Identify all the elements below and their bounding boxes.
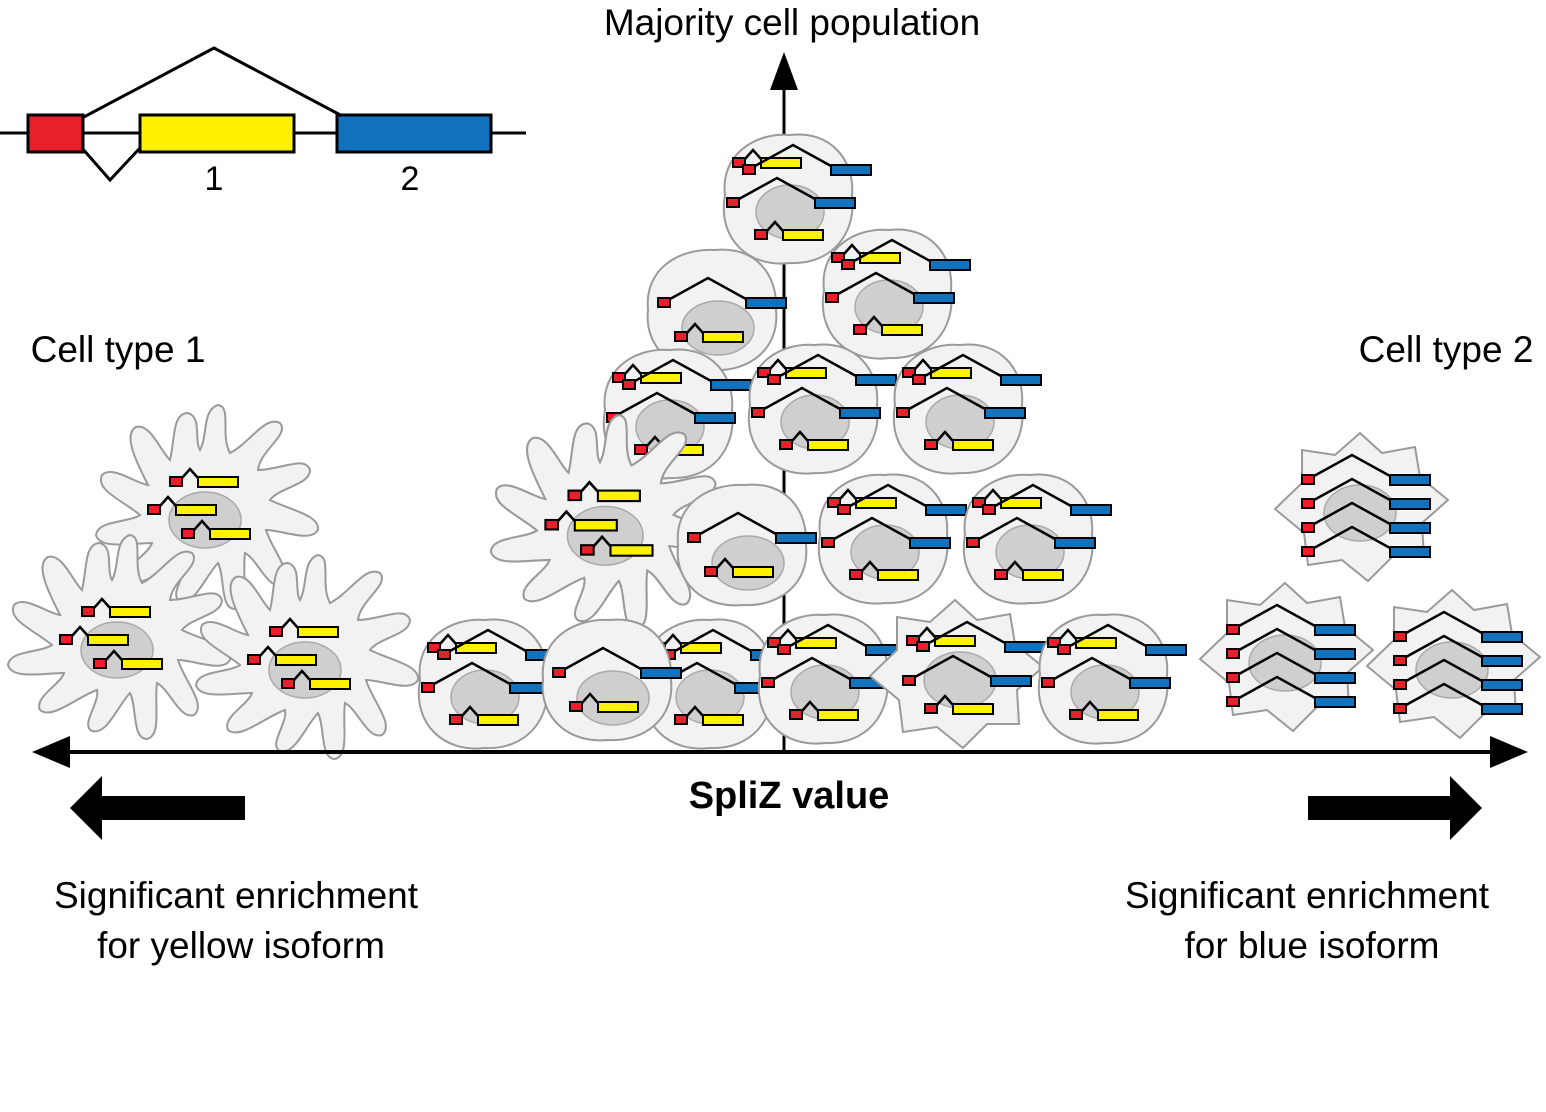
- mixed-cell: [678, 485, 816, 606]
- exon-1-label: 1: [205, 160, 224, 198]
- cell-type-1-cluster: [8, 405, 418, 759]
- exon-1: [138, 113, 296, 154]
- x-axis-left-arrowhead: [32, 736, 70, 768]
- y-axis-title: Majority cell population: [604, 2, 980, 43]
- right-enrichment-arrow: [1308, 776, 1482, 840]
- x-axis: [32, 736, 1528, 768]
- mixed-cell: [749, 344, 896, 473]
- mixed-cell: [964, 474, 1111, 603]
- mixed-cell: [823, 229, 970, 358]
- right-enrichment-label-line2: for blue isoform: [1185, 925, 1440, 966]
- right-enrichment-label-line1: Significant enrichment: [1125, 875, 1490, 916]
- cell-type-1-label: Cell type 1: [31, 329, 206, 370]
- star-mixed-cell: [870, 600, 1045, 748]
- cell-type-2-cluster: [1200, 433, 1540, 738]
- cell-type-2-label: Cell type 2: [1359, 329, 1534, 370]
- left-enrichment-arrow: [70, 776, 245, 840]
- y-axis-arrowhead: [770, 52, 798, 90]
- constitutive-exon: [26, 113, 85, 154]
- exon-2: [335, 113, 493, 154]
- mixed-cell: [819, 474, 966, 603]
- exon-skipping-junction: [81, 46, 347, 120]
- mixed-cell: [894, 344, 1041, 473]
- star-cell: [1367, 590, 1540, 738]
- left-enrichment-label-line1: Significant enrichment: [54, 875, 419, 916]
- star-cell: [1200, 583, 1373, 731]
- majority-cell-population: [419, 85, 1186, 752]
- gene-model: 1 2: [0, 46, 526, 198]
- x-axis-right-arrowhead: [1490, 736, 1528, 768]
- exon-inclusion-junction: [80, 146, 142, 183]
- star-cell: [1275, 433, 1448, 581]
- exon-2-label: 2: [401, 160, 420, 198]
- mixed-cell: [1039, 614, 1186, 743]
- left-enrichment-label-line2: for yellow isoform: [97, 925, 385, 966]
- x-axis-title: SpliZ value: [689, 775, 890, 817]
